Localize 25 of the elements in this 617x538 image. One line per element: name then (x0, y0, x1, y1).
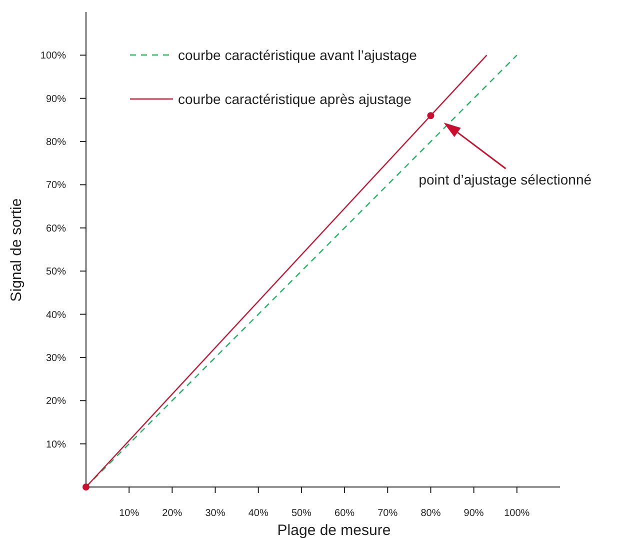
x-tick-label: 40% (248, 508, 268, 519)
y-tick-label: 20% (46, 396, 66, 408)
y-tick-label: 10% (46, 439, 66, 450)
annotation: point d’ajustage sélectionné (418, 172, 592, 188)
legend-label: courbe caractéristique après ajustage (178, 91, 412, 107)
x-tick-label: 30% (205, 508, 226, 519)
x-tick-label: 100% (504, 508, 530, 519)
y-tick-label: 90% (46, 94, 66, 105)
x-axis-title: Plage de mesure (277, 522, 391, 538)
x-tick-label: 50% (291, 508, 312, 519)
y-axis-title: Signal de sortie (8, 198, 25, 302)
y-tick-label: 40% (46, 310, 66, 321)
legend-label: courbe caractéristique avant l’ajustage (178, 47, 418, 63)
y-tick-label: 100% (40, 50, 66, 62)
x-tick-label: 70% (378, 508, 398, 519)
x-tick-label: 20% (162, 508, 182, 519)
y-tick-label: 70% (46, 180, 66, 192)
y-tick-label: 60% (46, 223, 66, 234)
x-tick-label: 60% (334, 508, 355, 519)
x-tick-label: 10% (119, 508, 140, 519)
x-tick-label: 90% (464, 508, 484, 519)
y-tick-label: 80% (46, 137, 66, 148)
y-tick-label: 50% (46, 266, 66, 278)
x-tick-label: 80% (420, 508, 441, 519)
y-tick-label: 30% (46, 352, 66, 364)
